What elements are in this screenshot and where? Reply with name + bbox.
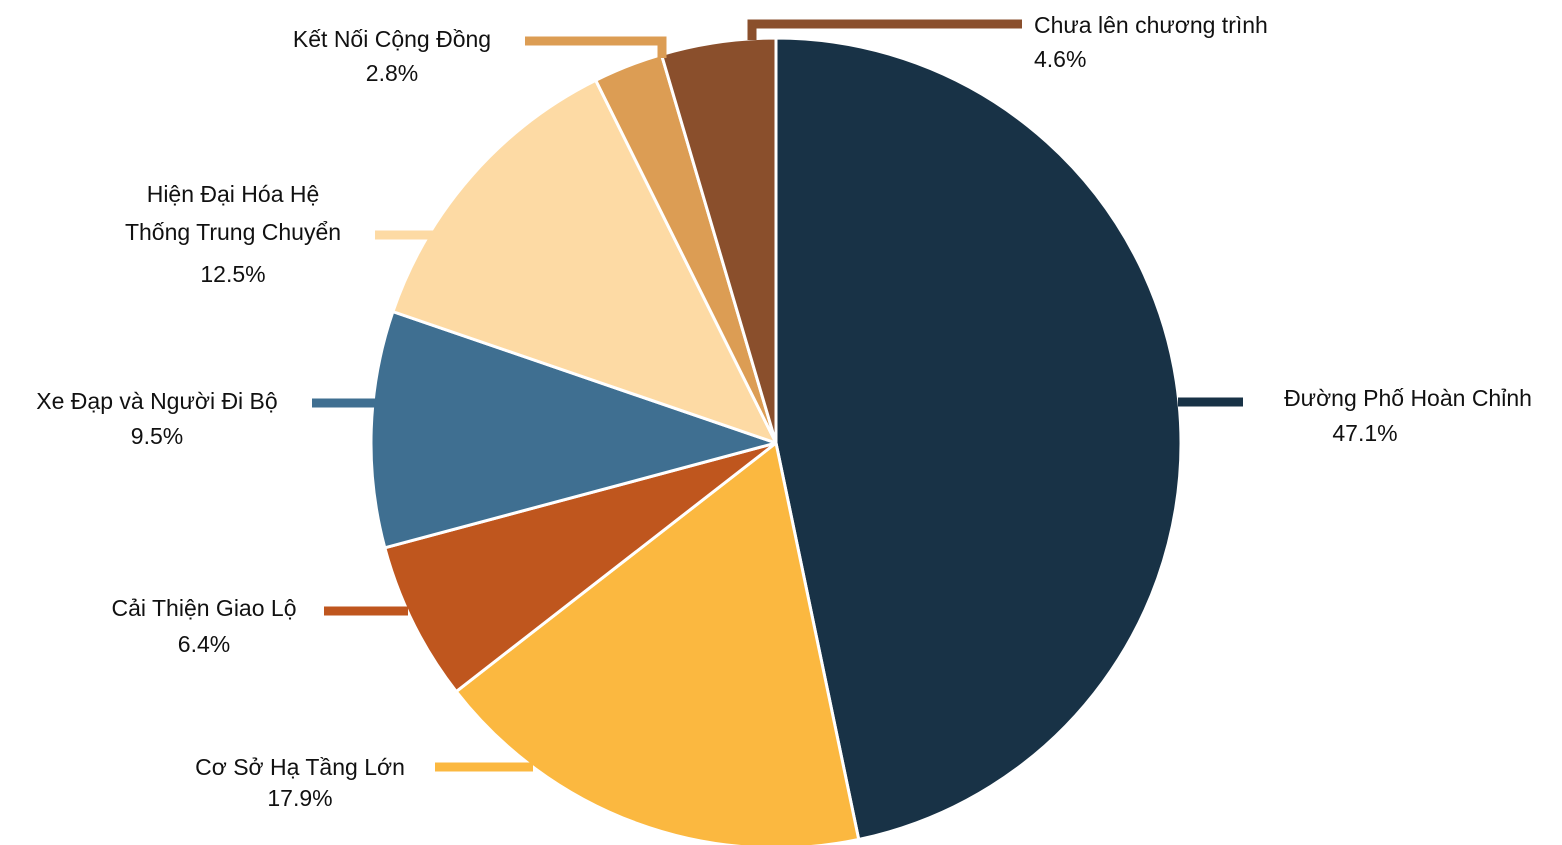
slice-value-transit-modernization: 12.5% bbox=[200, 261, 265, 287]
slice-value-complete-streets: 47.1% bbox=[1332, 420, 1397, 446]
slice-value-bike-pedestrian: 9.5% bbox=[131, 423, 183, 449]
slice-label-bike-pedestrian: Xe Đạp và Người Đi Bộ bbox=[36, 388, 277, 414]
slice-label-complete-streets: Đường Phố Hoàn Chỉnh bbox=[1284, 385, 1532, 411]
slice-label-community-connections: Kết Nối Cộng Đồng bbox=[293, 26, 491, 52]
slice-value-unprogrammed: 4.6% bbox=[1034, 46, 1086, 72]
slice-labels: Đường Phố Hoàn Chỉnh 47.1% Cơ Sở Hạ Tầng… bbox=[36, 12, 1532, 811]
leader-line-community-connections bbox=[525, 36, 667, 58]
slice-value-intersection-improvements: 6.4% bbox=[178, 631, 230, 657]
pie-slice-intersection-improvements bbox=[383, 441, 778, 694]
pie-slice-bike-pedestrian bbox=[369, 310, 778, 550]
pie-slice-transit-modernization bbox=[391, 78, 778, 445]
pie-slice-major-infrastructure bbox=[454, 441, 861, 845]
pie-slice-complete-streets bbox=[774, 36, 1183, 841]
slice-value-major-infrastructure: 17.9% bbox=[267, 785, 332, 811]
slice-label-intersection-improvements: Cải Thiện Giao Lộ bbox=[112, 595, 297, 621]
pie-slices bbox=[369, 36, 1183, 845]
slice-label-unprogrammed: Chưa lên chương trình bbox=[1034, 12, 1268, 38]
leader-line-unprogrammed bbox=[747, 19, 1022, 40]
slice-label-major-infrastructure: Cơ Sở Hạ Tầng Lớn bbox=[195, 754, 405, 780]
leader-lines bbox=[312, 19, 1243, 772]
slice-value-community-connections: 2.8% bbox=[366, 60, 418, 86]
slice-label-transit-modernization-line1: Hiện Đại Hóa Hệ bbox=[147, 181, 320, 207]
slice-label-transit-modernization-line2: Thống Trung Chuyển bbox=[125, 219, 341, 245]
